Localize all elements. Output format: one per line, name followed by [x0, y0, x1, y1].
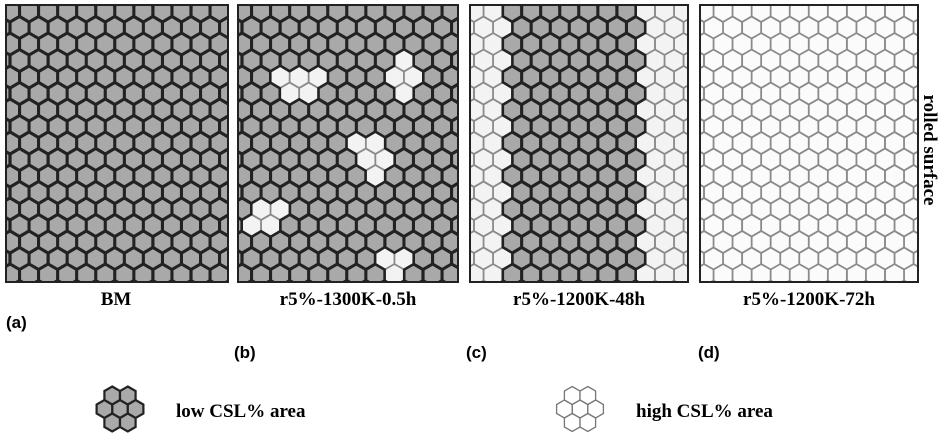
grain	[220, 281, 239, 302]
panels	[0, 0, 938, 302]
grain	[233, 198, 252, 219]
legend-icon	[120, 414, 136, 432]
grain	[261, 182, 280, 203]
grain	[67, 281, 86, 302]
grain	[684, 281, 703, 302]
hex-panel	[0, 0, 257, 302]
grain	[646, 281, 665, 302]
grain	[933, 17, 938, 38]
grain	[433, 281, 452, 302]
grain	[914, 281, 933, 302]
grain	[923, 66, 938, 87]
grain	[895, 281, 914, 302]
figure: BM r5%-1300K-0.5h r5%-1200K-48h r5%-1200…	[0, 0, 938, 434]
grain	[357, 116, 376, 137]
grain	[704, 281, 723, 302]
grain	[493, 281, 512, 302]
legend-icon	[580, 414, 596, 432]
caption: r5%-1200K-72h	[743, 289, 875, 310]
caption: BM	[101, 289, 132, 310]
grain	[933, 50, 938, 71]
grain	[280, 50, 299, 71]
grain	[144, 281, 163, 302]
grain	[452, 281, 471, 302]
panel-letter: (a)	[6, 313, 27, 332]
grain	[299, 50, 318, 71]
grain	[933, 281, 938, 302]
grain	[0, 281, 10, 302]
grain	[182, 281, 201, 302]
grain	[723, 281, 742, 302]
legend	[97, 387, 604, 432]
grain	[703, 281, 722, 302]
hex-panel	[676, 0, 938, 302]
legend-icon	[564, 414, 580, 432]
grain	[933, 0, 938, 5]
legend-icon	[104, 414, 120, 432]
grain	[923, 0, 938, 21]
grain	[261, 281, 280, 302]
legend-icon	[120, 387, 136, 405]
grain	[685, 281, 704, 302]
caption: r5%-1200K-48h	[513, 289, 645, 310]
legend-label: high CSL% area	[636, 401, 773, 422]
grain	[455, 281, 474, 302]
grain	[48, 281, 67, 302]
legend-icon	[580, 387, 596, 405]
legend-label: low CSL% area	[176, 401, 306, 422]
side-label: rolled surface	[919, 95, 938, 206]
legend-icon	[104, 387, 120, 405]
grain	[923, 264, 938, 285]
grain	[471, 281, 490, 302]
grain	[876, 281, 895, 302]
grain	[923, 231, 938, 252]
panel-letter: (c)	[466, 343, 487, 362]
legend-icon	[564, 387, 580, 405]
grain	[474, 281, 493, 302]
grain	[414, 281, 433, 302]
panel-letter: (b)	[234, 343, 256, 362]
grain	[665, 281, 684, 302]
grain	[223, 281, 242, 302]
hex-panel	[446, 0, 722, 302]
caption: r5%-1300K-0.5h	[280, 289, 417, 310]
grain	[385, 231, 404, 252]
grain	[201, 281, 220, 302]
panel-letter: (d)	[698, 343, 720, 362]
grain	[923, 33, 938, 54]
page: BM r5%-1300K-0.5h r5%-1200K-48h r5%-1200…	[0, 0, 938, 434]
grain	[239, 281, 258, 302]
grain	[163, 281, 182, 302]
hex-panel	[214, 0, 490, 302]
grain	[933, 215, 938, 236]
grain	[29, 281, 48, 302]
grain	[10, 281, 29, 302]
grain	[242, 281, 260, 302]
grain	[933, 248, 938, 269]
